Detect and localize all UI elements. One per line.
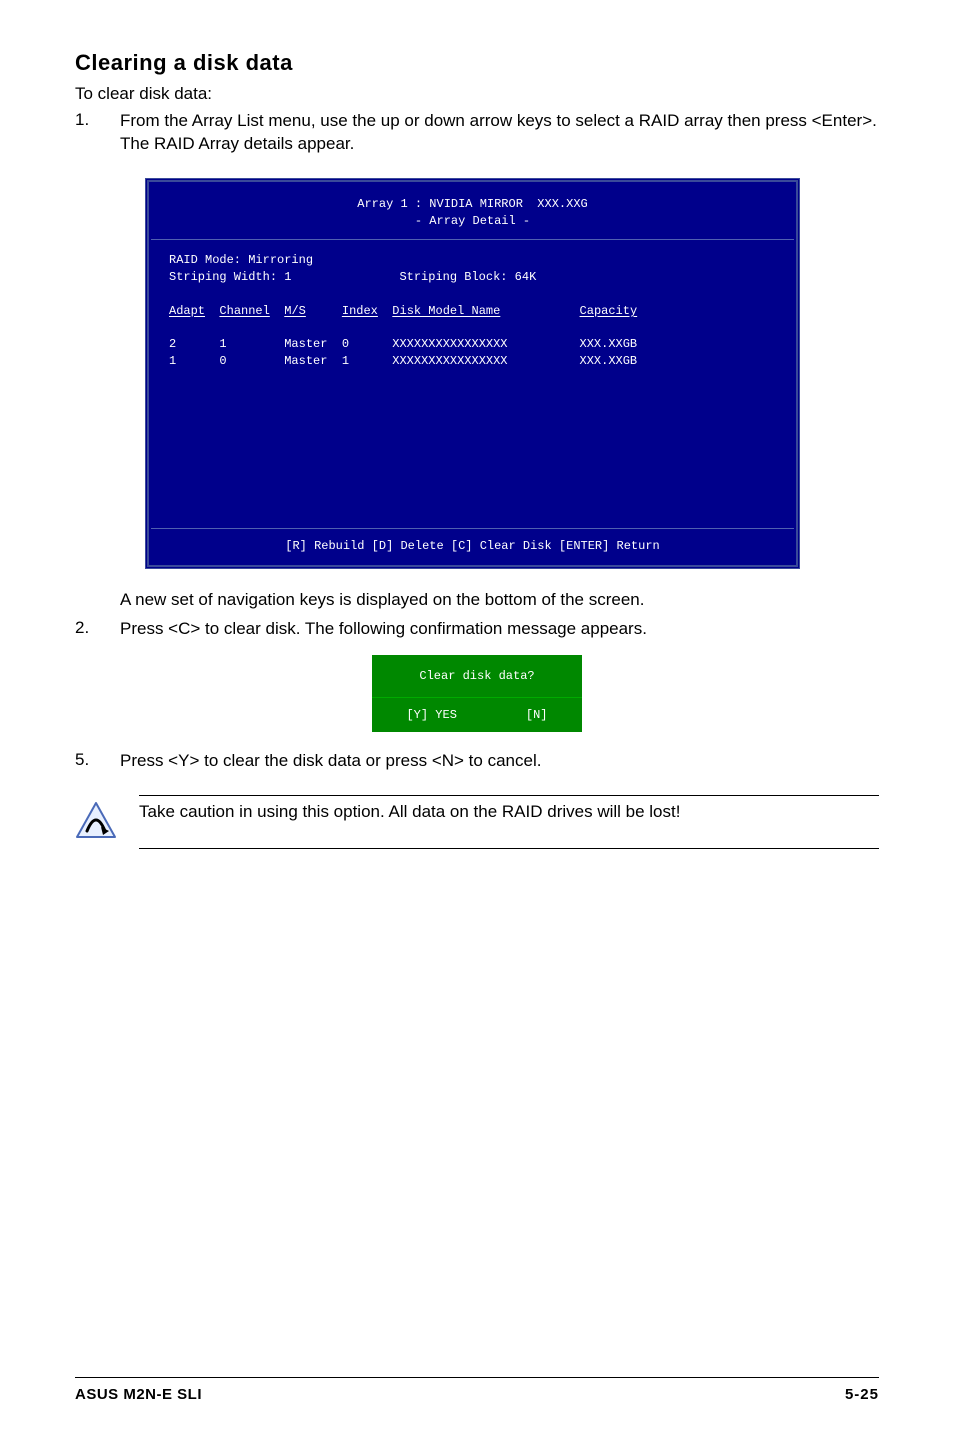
r1-dmn: XXXXXXXXXXXXXXXX — [392, 337, 507, 351]
step-5-num: 5. — [75, 750, 120, 773]
bios-table-header: Adapt Channel M/S Index Disk Model Name … — [169, 303, 776, 320]
caution-text-wrap: Take caution in using this option. All d… — [139, 795, 879, 849]
bios-content: RAID Mode: Mirroring Striping Width: 1 S… — [149, 240, 796, 528]
bios-footer: [R] Rebuild [D] Delete [C] Clear Disk [E… — [149, 529, 796, 565]
section-header: Clearing a disk data — [75, 50, 879, 76]
hdr-cap: Capacity — [580, 304, 638, 318]
bios-striping-block: Striping Block: 64K — [399, 270, 536, 284]
hdr-dmn: Disk Model Name — [392, 304, 500, 318]
r1-cap: XXX.XXGB — [580, 337, 638, 351]
footer-right: 5-25 — [845, 1386, 879, 1403]
bios-title: Array 1 : NVIDIA MIRROR XXX.XXG - Array … — [149, 182, 796, 240]
step-1-body: From the Array List menu, use the up or … — [120, 110, 879, 156]
r1-channel: 1 — [219, 337, 226, 351]
step-2: 2. Press <C> to clear disk. The followin… — [75, 618, 879, 641]
bios-title-line-1: Array 1 : NVIDIA MIRROR XXX.XXG — [149, 196, 796, 213]
caution-rule-top — [139, 795, 879, 796]
bios-title-line-2: - Array Detail - — [149, 213, 796, 230]
dialog-box: Clear disk data? [Y] YES [N] — [372, 655, 582, 732]
r2-index: 1 — [342, 354, 349, 368]
bios-row-1: 2 1 Master 0 XXXXXXXXXXXXXXXX XXX.XXGB — [169, 336, 776, 353]
caution-row: Take caution in using this option. All d… — [75, 795, 879, 849]
step-2-num: 2. — [75, 618, 120, 641]
bios-raid-mode: RAID Mode: Mirroring — [169, 252, 776, 269]
dialog-yes: [Y] YES — [406, 708, 456, 722]
caution-rule-bottom — [139, 848, 879, 849]
r1-index: 0 — [342, 337, 349, 351]
step-1-num: 1. — [75, 110, 120, 156]
bios-blank-2 — [169, 320, 776, 337]
bios-screen: Array 1 : NVIDIA MIRROR XXX.XXG - Array … — [145, 178, 800, 569]
intro-text: To clear disk data: — [75, 84, 879, 104]
r2-cap: XXX.XXGB — [580, 354, 638, 368]
step-2-body: Press <C> to clear disk. The following c… — [120, 618, 879, 641]
r2-dmn: XXXXXXXXXXXXXXXX — [392, 354, 507, 368]
dialog-wrap: Clear disk data? [Y] YES [N] — [75, 655, 879, 732]
page-footer: ASUS M2N-E SLI 5-25 — [75, 1377, 879, 1403]
warning-icon — [75, 801, 117, 839]
r2-ms: Master — [284, 354, 327, 368]
hdr-channel: Channel — [219, 304, 269, 318]
r2-adapt: 1 — [169, 354, 176, 368]
bios-striping-width: Striping Width: 1 — [169, 270, 291, 284]
step-post-bios-num — [75, 589, 120, 612]
step-1: 1. From the Array List menu, use the up … — [75, 110, 879, 156]
r1-ms: Master — [284, 337, 327, 351]
caution-text: Take caution in using this option. All d… — [139, 802, 879, 822]
step-5: 5. Press <Y> to clear the disk data or p… — [75, 750, 879, 773]
step-5-body: Press <Y> to clear the disk data or pres… — [120, 750, 879, 773]
dialog-options: [Y] YES [N] — [372, 698, 582, 732]
r1-adapt: 2 — [169, 337, 176, 351]
bios-blank-1 — [169, 286, 776, 303]
hdr-adapt: Adapt — [169, 304, 205, 318]
hdr-ms: M/S — [284, 304, 306, 318]
footer-left: ASUS M2N-E SLI — [75, 1386, 202, 1403]
bios-row-2: 1 0 Master 1 XXXXXXXXXXXXXXXX XXX.XXGB — [169, 353, 776, 370]
dialog-no: [N] — [526, 708, 548, 722]
dialog-title: Clear disk data? — [372, 655, 582, 698]
step-post-bios-body: A new set of navigation keys is displaye… — [120, 589, 879, 612]
bios-empty — [169, 370, 776, 520]
hdr-index: Index — [342, 304, 378, 318]
step-post-bios-row: A new set of navigation keys is displaye… — [75, 589, 879, 612]
bios-striping: Striping Width: 1 Striping Block: 64K — [169, 269, 776, 286]
r2-channel: 0 — [219, 354, 226, 368]
